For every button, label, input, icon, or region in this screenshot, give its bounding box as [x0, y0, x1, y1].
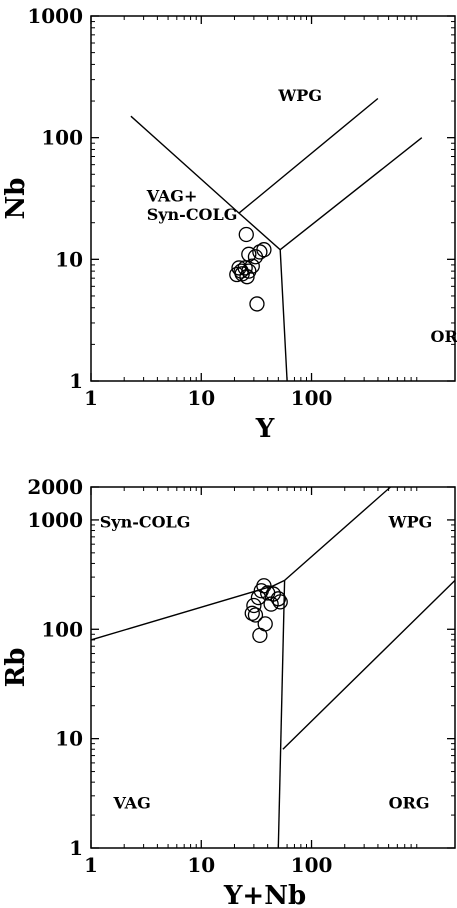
- discrimination-boundary-line: [279, 137, 423, 251]
- x-tick-label: 1: [84, 386, 98, 410]
- x-tick-label: 100: [291, 386, 333, 410]
- sample-point: [239, 269, 255, 285]
- field-label: ORG: [389, 793, 430, 812]
- field-label: WPG: [277, 86, 322, 105]
- y-tick-label: 1: [69, 836, 83, 860]
- sample-point: [244, 258, 260, 274]
- field-label: VAG: [113, 793, 151, 812]
- x-axis-label: Y: [255, 414, 275, 444]
- field-label: VAG+: [146, 186, 198, 205]
- sample-point: [253, 583, 269, 599]
- x-axis-label: Y+Nb: [223, 881, 306, 908]
- x-tick-label: 1: [84, 853, 98, 877]
- x-tick-label: 10: [187, 386, 215, 410]
- sample-point: [247, 607, 264, 623]
- y-tick-label: 100: [41, 617, 83, 641]
- sample-point: [256, 242, 272, 258]
- field-label: Syn-COLG: [100, 513, 191, 532]
- discrimination-boundary-line: [277, 580, 286, 849]
- sample-point: [249, 296, 265, 312]
- y-tick-label: 100: [41, 126, 83, 150]
- discrimination-boundary-line: [90, 579, 285, 641]
- y-tick-label: 10: [55, 727, 83, 751]
- y-tick-label: 2000: [27, 475, 83, 499]
- plot-frame: [90, 486, 456, 849]
- y-tick-label: 1: [69, 369, 83, 393]
- y-tick-label: 10: [55, 247, 83, 271]
- field-label: ORG: [431, 327, 457, 346]
- sample-point: [244, 605, 260, 621]
- discrimination-boundary-line: [284, 486, 391, 581]
- plot-nb-vs-y: 1 10 100 1 10 100 1000 Y Nb WPG VAG+Syn-COLG ORG: [1, 4, 457, 444]
- field-label: WPG: [388, 513, 433, 532]
- y-axis-label: Rb: [1, 648, 31, 688]
- x-tick-label: 100: [291, 853, 333, 877]
- sample-point: [246, 597, 262, 614]
- y-tick-label: 1000: [27, 4, 83, 28]
- discrimination-boundary-line: [238, 97, 379, 214]
- sample-point: [229, 266, 245, 283]
- x-tick-label: 10: [187, 853, 215, 877]
- sample-point: [252, 244, 268, 260]
- y-tick-label: 1000: [27, 508, 83, 532]
- discrimination-boundary-line: [282, 579, 456, 750]
- sample-point: [263, 596, 279, 612]
- plot-frame: [90, 15, 456, 382]
- sample-point: [252, 627, 268, 644]
- y-axis-label: Nb: [1, 178, 31, 220]
- plot-rb-vs-y-nb: 1 10 100 1 10 100 1000 2000 Y+Nb Rb Syn-COLG WPG VAG…: [1, 475, 456, 908]
- sample-point: [238, 226, 254, 243]
- sample-point: [272, 594, 288, 610]
- field-label: Syn-COLG: [147, 205, 238, 224]
- sample-point: [250, 589, 267, 606]
- discrimination-boundary-line: [130, 115, 288, 382]
